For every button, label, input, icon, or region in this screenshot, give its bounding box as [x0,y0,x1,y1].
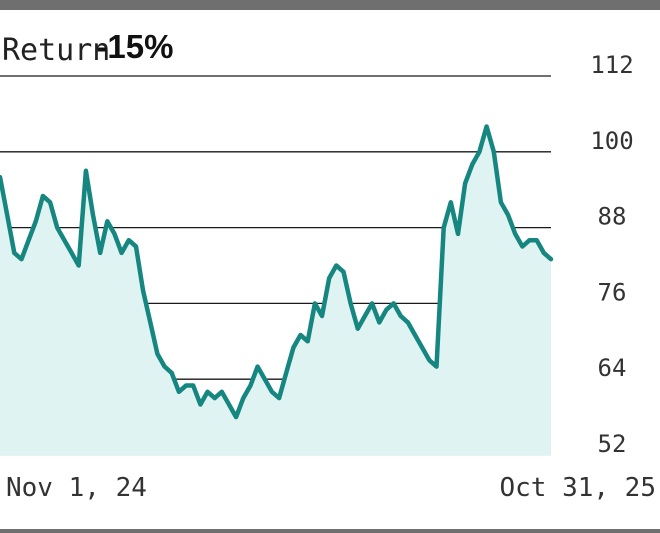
chart-title: Return-15% [2,28,174,68]
y-tick-label-100: 100 [590,127,633,155]
return-value: -15% [96,28,174,65]
y-tick-label-52: 52 [598,430,627,458]
return-label: Return [2,33,111,68]
area-fill [0,126,551,455]
series-line [0,124,554,420]
x-start-label: Nov 1, 24 [6,473,147,503]
bottom-border [0,529,660,533]
y-tick-label-76: 76 [598,278,627,306]
y-tick-label-64: 64 [598,354,627,382]
top-border [0,0,660,10]
y-tick-label-88: 88 [598,203,627,231]
x-end-label: Oct 31, 25 [499,473,656,503]
y-tick-label-112: 112 [590,51,633,79]
